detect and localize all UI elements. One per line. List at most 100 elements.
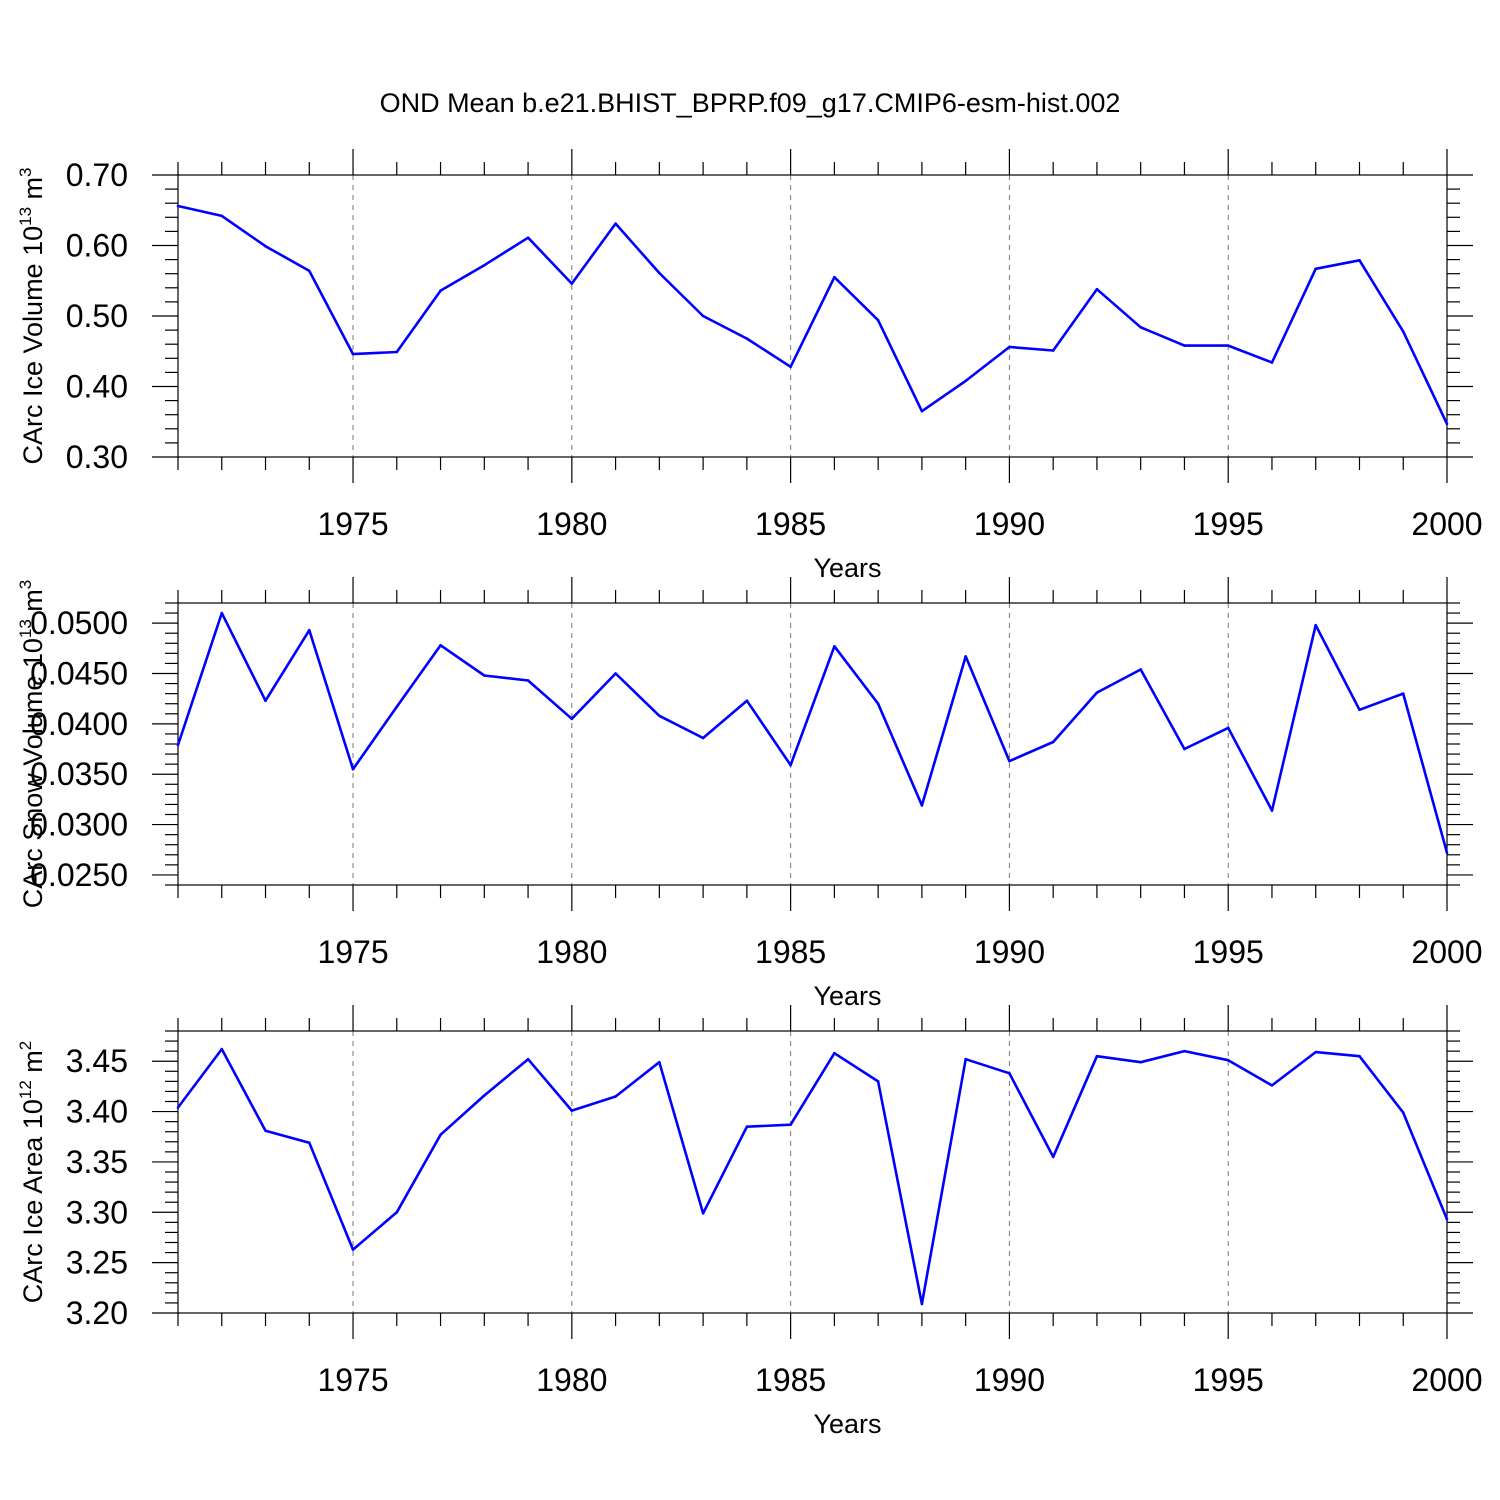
x-tick-label: 1975	[317, 934, 388, 970]
data-point-1977	[439, 644, 442, 647]
data-point-1999	[1401, 1111, 1405, 1114]
data-point-1984	[745, 699, 749, 702]
y-tick-label: 0.0350	[30, 756, 128, 792]
y-tick-label: 0.0450	[30, 656, 128, 692]
panels: 1975 1980 1985 1990 1995 2000 0.30 0.40 0.50 0.60…	[16, 149, 1483, 1439]
data-point-1989	[964, 379, 967, 383]
data-point-1975	[351, 1248, 355, 1251]
data-point-1972	[220, 611, 224, 615]
data-point-1981	[614, 1095, 617, 1098]
data-point-1999	[1401, 330, 1405, 333]
data-point-1979	[526, 1057, 530, 1061]
data-point-1973	[264, 244, 267, 248]
x-tick-label: 1990	[974, 934, 1045, 970]
y-axis-label: CArc Ice Area 1012 m2	[16, 1041, 48, 1304]
data-point-1975	[351, 352, 355, 356]
y-tick-label: 0.30	[66, 439, 128, 475]
data-point-1990	[1008, 759, 1011, 763]
data-point-1988	[920, 804, 924, 807]
data-point-1982	[658, 714, 661, 718]
data-point-1977	[439, 1133, 442, 1137]
data-point-1986	[833, 645, 836, 648]
data-point-1990	[1008, 1072, 1011, 1075]
data-point-1995	[1226, 344, 1230, 347]
data-point-1994	[1183, 344, 1186, 347]
data-point-1985	[789, 763, 792, 767]
data-point-1993	[1139, 1060, 1142, 1064]
series-line	[176, 611, 1449, 854]
data-point-1981	[614, 222, 617, 225]
x-tick-label: 1995	[1193, 1362, 1264, 1398]
x-axis-label: Years	[813, 1409, 881, 1439]
data-point-1990	[1008, 345, 1011, 349]
panel-3: 1975 1980 1985 1990 1995 2000 3.20 3.25 3.30 3.35…	[16, 1005, 1483, 1439]
x-tick-label: 2000	[1411, 506, 1482, 542]
data-point-1996	[1270, 1084, 1274, 1087]
data-point-1973	[264, 699, 267, 702]
y-tick-label: 0.50	[66, 298, 128, 334]
panel-1: 1975 1980 1985 1990 1995 2000 0.30 0.40 0.50 0.60…	[16, 149, 1483, 583]
x-tick-label: 1990	[974, 506, 1045, 542]
data-point-1993	[1139, 668, 1142, 671]
x-tick-label: 1990	[974, 1362, 1045, 1398]
data-point-1983	[701, 314, 705, 318]
y-tick-label: 3.40	[66, 1094, 128, 1130]
data-point-1986	[833, 1051, 836, 1055]
y-tick-label: 0.70	[66, 157, 128, 193]
x-tick-label: 1985	[755, 1362, 826, 1398]
panel-2: 1975 1980 1985 1990 1995 2000 0.0250 0.0300 0.03…	[16, 577, 1483, 1011]
data-point-1996	[1270, 809, 1274, 812]
data-point-1972	[220, 1047, 224, 1051]
data-point-1994	[1183, 1049, 1186, 1053]
data-point-1998	[1358, 1054, 1361, 1058]
data-point-1987	[876, 1080, 880, 1083]
data-point-1977	[439, 289, 442, 292]
data-point-1996	[1270, 361, 1274, 364]
data-point-1992	[1095, 1054, 1099, 1058]
data-point-1993	[1139, 325, 1142, 329]
plot-frame	[177, 1030, 1448, 1314]
data-point-1998	[1358, 259, 1361, 262]
data-point-1982	[658, 1060, 661, 1064]
x-tick-label: 1980	[536, 506, 607, 542]
x-tick-label: 1975	[317, 506, 388, 542]
data-point-1971	[176, 743, 180, 747]
data-point-1992	[1095, 691, 1099, 694]
data-point-1995	[1226, 726, 1230, 730]
data-point-1989	[964, 655, 967, 658]
data-point-1974	[307, 1141, 311, 1145]
y-tick-label: 0.0300	[30, 807, 128, 843]
data-point-1979	[526, 679, 530, 682]
data-point-1998	[1358, 708, 1361, 712]
y-axis-label: CArc Snow Volume 1013 m3	[16, 580, 48, 909]
data-point-1984	[745, 337, 749, 340]
data-point-1981	[614, 672, 617, 675]
data-point-1992	[1095, 287, 1099, 291]
data-point-1974	[307, 628, 311, 632]
data-point-1987	[876, 318, 880, 322]
data-point-1999	[1401, 692, 1405, 695]
data-point-1991	[1051, 740, 1055, 744]
y-tick-label: 3.25	[66, 1245, 128, 1281]
data-point-2000	[1445, 851, 1449, 855]
data-point-1987	[876, 702, 880, 706]
data-point-1982	[658, 271, 661, 275]
y-tick-label: 0.40	[66, 369, 128, 405]
x-axis-label: Years	[813, 981, 881, 1011]
data-point-1980	[570, 282, 574, 285]
data-point-1975	[351, 767, 355, 771]
x-tick-label: 1980	[536, 934, 607, 970]
series-line	[176, 1047, 1449, 1306]
data-point-1989	[964, 1057, 967, 1061]
data-point-1988	[920, 1302, 924, 1306]
data-point-1976	[395, 350, 399, 354]
y-tick-label: 3.30	[66, 1194, 128, 1230]
data-point-1974	[307, 269, 311, 273]
plot-frame	[177, 174, 1448, 458]
data-point-1997	[1314, 623, 1318, 627]
series-line	[177, 204, 1449, 425]
y-tick-label: 3.35	[66, 1144, 128, 1180]
data-point-1976	[395, 705, 399, 709]
x-tick-label: 1985	[755, 506, 826, 542]
